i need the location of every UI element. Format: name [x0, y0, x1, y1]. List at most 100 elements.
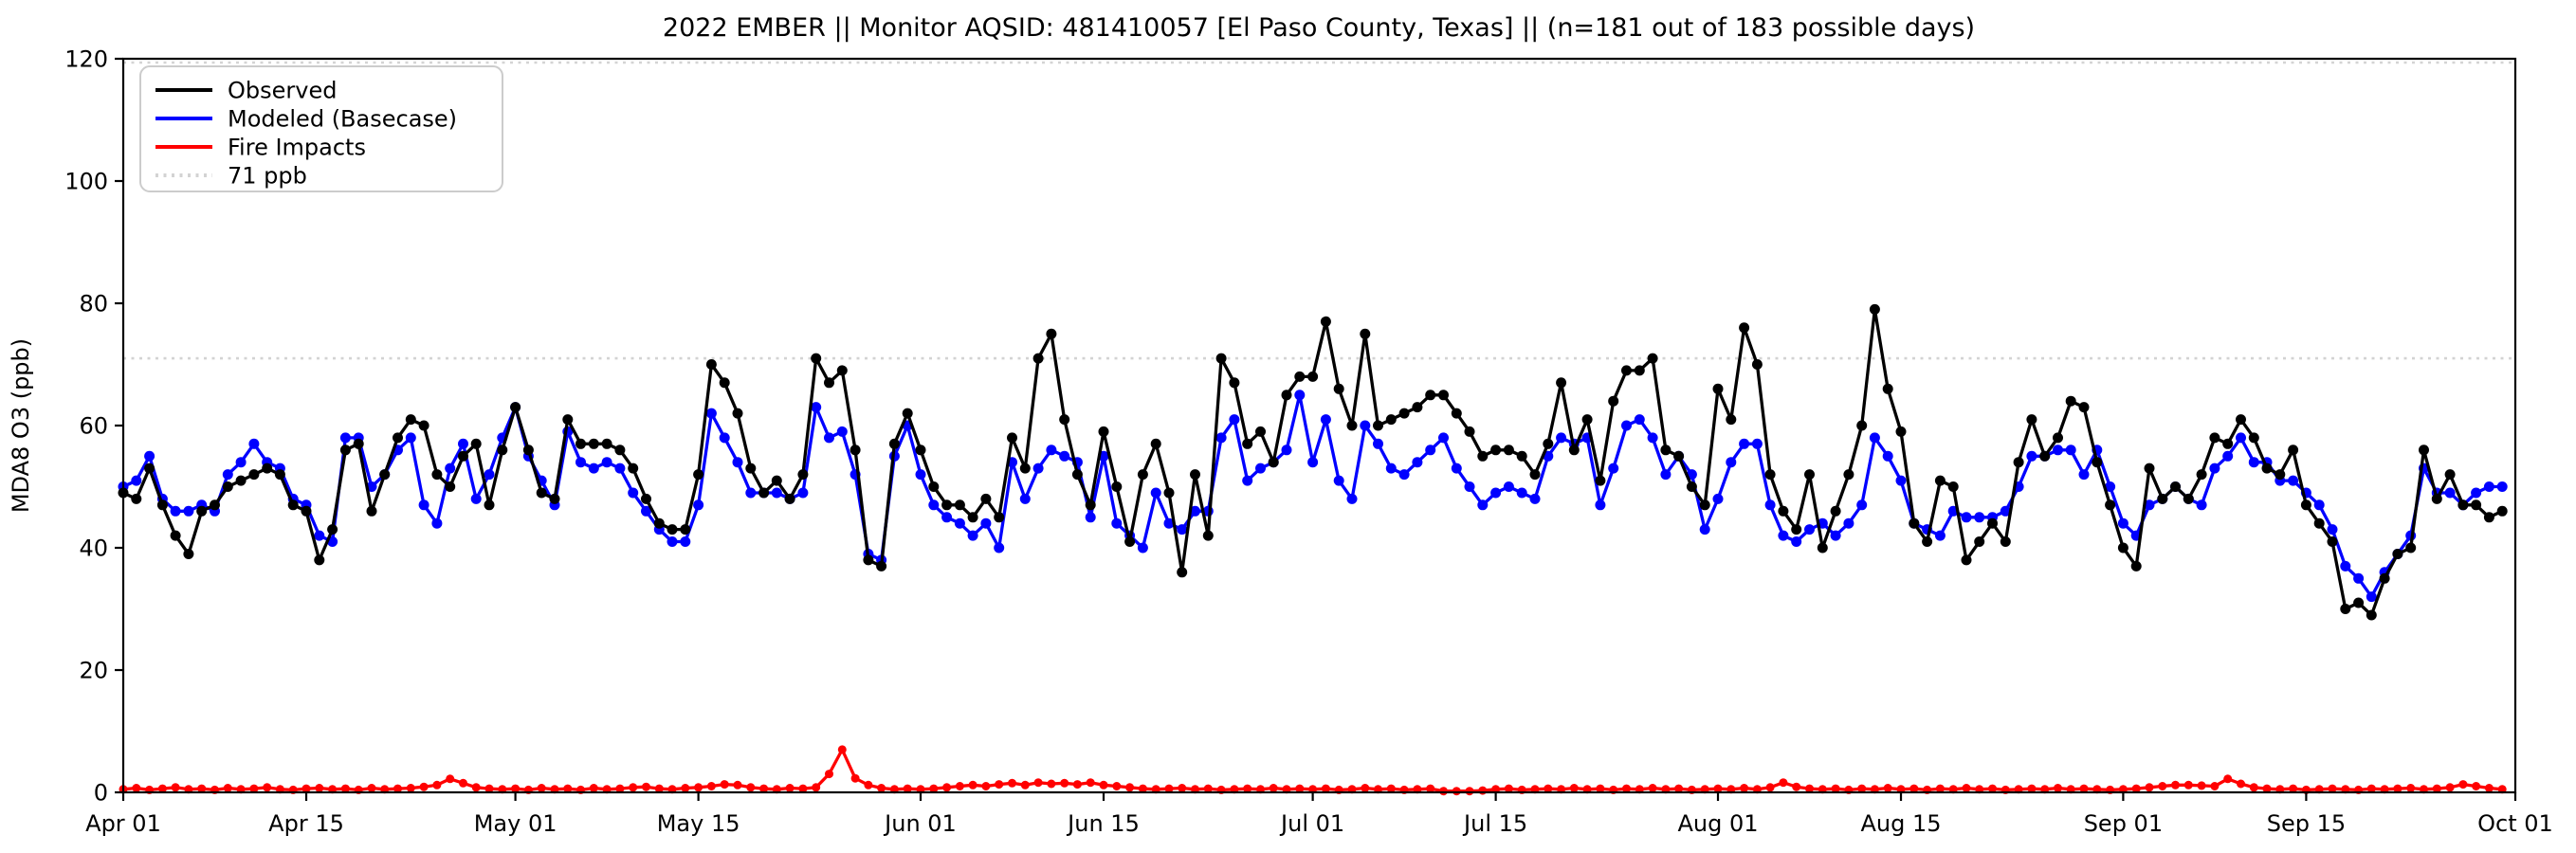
observed-point	[2000, 536, 2011, 547]
modeled-basecase-point	[811, 402, 822, 413]
modeled-basecase-point	[954, 517, 965, 529]
modeled-basecase-point	[1242, 475, 1253, 486]
modeled-basecase-point	[588, 463, 599, 474]
observed-point	[1595, 475, 1606, 486]
observed-point	[1085, 499, 1096, 511]
fire-impacts-point	[249, 784, 259, 793]
observed-point	[2405, 542, 2417, 554]
x-tick-label: Oct 01	[2477, 810, 2553, 837]
observed-point	[1778, 505, 1789, 517]
observed-point	[2039, 450, 2051, 462]
observed-point	[836, 365, 848, 376]
modeled-basecase-point	[915, 469, 926, 481]
modeled-basecase-point	[732, 457, 743, 468]
observed-point	[484, 499, 495, 511]
fire-impacts-point	[537, 784, 546, 792]
modeled-basecase-point	[1215, 432, 1227, 444]
observed-point	[497, 445, 508, 456]
fire-impacts-point	[2262, 784, 2272, 793]
modeled-basecase-point	[824, 432, 834, 444]
fire-impacts-point	[2158, 782, 2167, 790]
fire-impacts-point	[1792, 782, 1801, 791]
observed-point	[1830, 505, 1841, 517]
observed-point	[1961, 554, 1972, 566]
fire-impacts-point	[2145, 783, 2154, 792]
y-tick-label: 20	[79, 657, 108, 683]
fire-impacts-point	[1164, 784, 1174, 793]
observed-point	[888, 438, 900, 449]
modeled-basecase-point	[1934, 530, 1946, 541]
modeled-basecase-point	[1177, 524, 1188, 535]
observed-point	[1071, 469, 1083, 481]
modeled-basecase-point	[2105, 481, 2116, 492]
fire-impacts-point	[1243, 784, 1252, 793]
observed-point	[1007, 432, 1017, 444]
fire-impacts-point	[981, 782, 991, 790]
fire-impacts-point	[1047, 779, 1056, 789]
y-tick-label: 120	[64, 45, 108, 72]
fire-impacts-point	[615, 784, 625, 793]
fire-impacts-point	[1020, 780, 1030, 789]
data-series	[118, 303, 2508, 796]
modeled-basecase-point	[2444, 487, 2456, 499]
legend-label: Observed	[228, 77, 337, 103]
modeled-basecase-point	[1346, 493, 1358, 504]
modeled-basecase-point	[2026, 450, 2037, 462]
fire-impacts-point	[301, 784, 311, 793]
observed-point	[680, 524, 691, 535]
modeled-basecase-point	[1085, 512, 1096, 523]
modeled-basecase-point	[614, 463, 626, 474]
fire-impacts-point	[877, 784, 886, 792]
modeled-basecase-point	[131, 475, 142, 486]
fire-impacts-point	[2054, 784, 2062, 792]
observed-point	[2340, 604, 2351, 614]
observed-point	[2288, 445, 2299, 456]
fire-impacts-point	[2445, 783, 2455, 792]
observed-point	[2236, 414, 2246, 426]
fire-impacts-point	[2393, 784, 2402, 793]
fire-impacts-point	[446, 774, 455, 784]
fire-impacts-point	[785, 784, 795, 792]
modeled-basecase-point	[2340, 560, 2351, 572]
observed-point	[458, 450, 468, 462]
fire-impacts-point	[419, 782, 429, 791]
observed-point	[562, 414, 574, 426]
observed-point	[719, 377, 730, 389]
modeled-basecase-point	[2144, 499, 2155, 511]
modeled-basecase-point	[1739, 438, 1750, 449]
observed-point	[1882, 383, 1893, 394]
observed-point	[1242, 438, 1253, 449]
modeled-basecase-point	[445, 463, 456, 474]
modeled-basecase-markers	[118, 390, 2508, 603]
modeled-basecase-point	[1699, 524, 1710, 535]
modeled-basecase-point	[1451, 463, 1462, 474]
modeled-basecase-point	[1229, 414, 1240, 426]
observed-point	[1333, 383, 1344, 394]
fire-impacts-point	[968, 780, 977, 789]
observed-point	[2078, 402, 2090, 413]
observed-point	[339, 445, 351, 456]
observed-point	[314, 554, 325, 566]
observed-point	[1529, 469, 1541, 481]
fire-impacts-point	[1086, 778, 1095, 788]
fire-impacts-point	[1178, 784, 1187, 792]
modeled-basecase-point	[745, 487, 757, 499]
modeled-basecase-point	[1556, 432, 1567, 444]
fire-impacts-point	[746, 783, 756, 792]
fire-impacts-point	[1883, 784, 1892, 792]
observed-point	[353, 438, 364, 449]
modeled-basecase-point	[1974, 512, 1985, 523]
observed-point	[2144, 463, 2155, 474]
modeled-basecase-point	[2471, 487, 2482, 499]
fire-impacts-point	[1439, 787, 1448, 796]
observed-point	[1398, 408, 1410, 419]
x-tick-label: Sep 01	[2084, 810, 2163, 837]
modeled-basecase-point	[941, 512, 953, 523]
modeled-basecase-point	[2222, 450, 2234, 462]
fire-impacts-point	[1465, 787, 1474, 796]
fire-impacts-point	[2406, 784, 2416, 792]
fire-impacts-point	[1544, 784, 1553, 793]
fire-impacts-point	[1988, 784, 1997, 793]
fire-impacts-point	[2366, 784, 2376, 793]
legend-label: Modeled (Basecase)	[228, 105, 457, 132]
